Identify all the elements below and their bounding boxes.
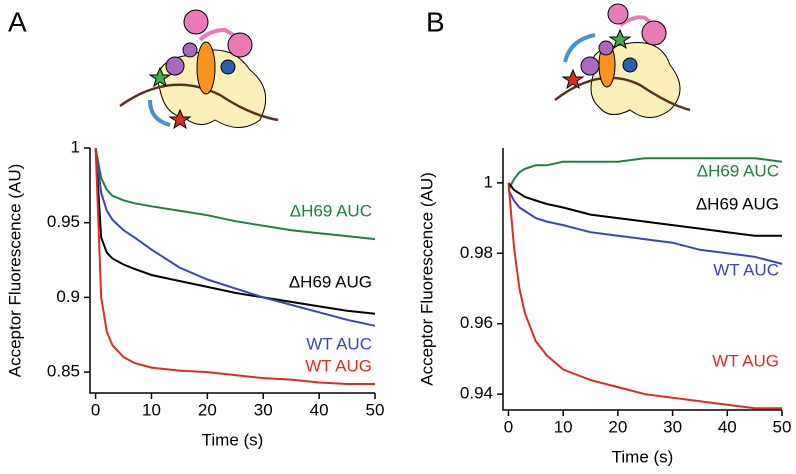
series-label: WT AUC: [713, 260, 779, 279]
x-tick-label: 40: [310, 400, 329, 419]
y-tick-label: 0.96: [460, 313, 493, 332]
x-tick-label: 50: [773, 417, 792, 436]
series-label: ΔH69 AUC: [697, 161, 779, 180]
data-line: [94, 147, 376, 327]
x-tick-label: 20: [198, 400, 217, 419]
data-line: [94, 147, 375, 385]
x-tick-label: 0: [504, 417, 513, 436]
series-label: ΔH69 AUG: [289, 272, 372, 291]
series-label: ΔH69 AUG: [696, 194, 779, 213]
cartoon-a: [119, 9, 279, 130]
axis-line: [89, 148, 375, 394]
y-tick-label: 0.9: [56, 287, 80, 306]
y-tick-label: 0.98: [460, 243, 493, 262]
x-axis-title: Time (s): [612, 447, 674, 466]
x-tick-label: 10: [554, 417, 573, 436]
x-axis-title: Time (s): [202, 430, 264, 449]
x-tick-label: 10: [142, 400, 161, 419]
y-tick-label: 1: [71, 137, 80, 156]
series-label: WT AUG: [712, 351, 779, 370]
y-tick-label: 1: [484, 172, 493, 191]
y-tick-label: 0.94: [460, 384, 493, 403]
y-axis-title: Acceptor Fluorescence (AU): [417, 172, 436, 386]
y-axis-title: Acceptor Fluorescence (AU): [5, 164, 24, 378]
x-tick-label: 20: [608, 417, 627, 436]
panel-label: A: [8, 6, 27, 37]
data-line: [507, 182, 782, 237]
x-tick-label: 30: [663, 417, 682, 436]
data-line: [507, 157, 783, 191]
x-tick-label: 40: [718, 417, 737, 436]
axis-line: [502, 148, 782, 411]
x-tick-label: 30: [254, 400, 273, 419]
series-label: WT AUG: [305, 356, 372, 375]
data-line: [507, 182, 782, 410]
x-tick-label: 50: [366, 400, 385, 419]
series-label: ΔH69 AUC: [290, 201, 372, 220]
y-tick-label: 0.85: [47, 362, 80, 381]
data-line: [94, 147, 376, 315]
panel-label: B: [426, 6, 445, 37]
data-line: [507, 189, 783, 265]
series-label: WT AUC: [306, 334, 372, 353]
x-tick-label: 0: [91, 400, 100, 419]
y-tick-label: 0.95: [47, 212, 80, 231]
data-line: [94, 147, 376, 241]
cartoon-b: [554, 3, 691, 118]
